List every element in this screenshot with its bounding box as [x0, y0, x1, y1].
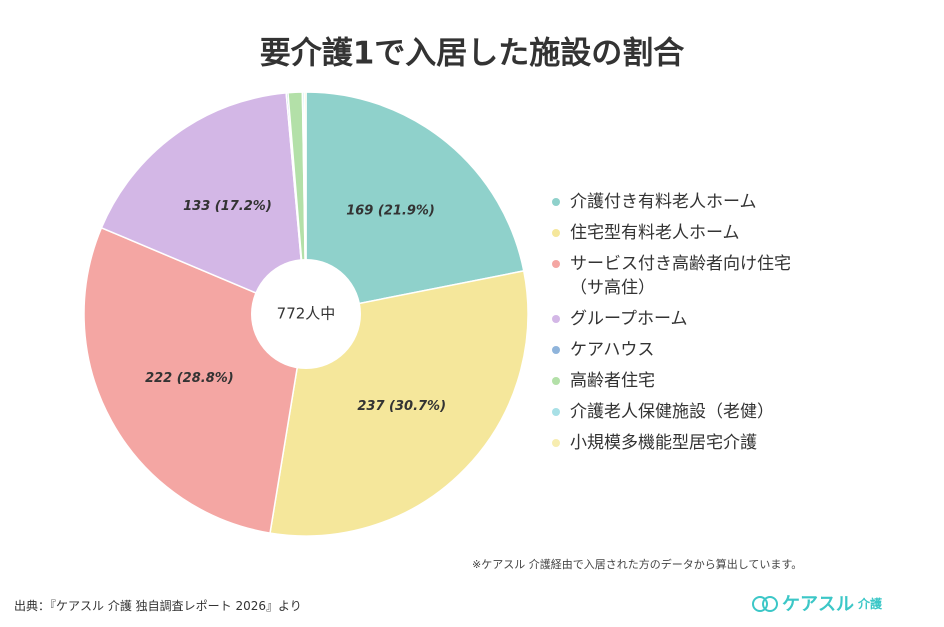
legend: 介護付き有料老人ホーム 住宅型有料老人ホームサービス付き高齢者向け住宅（サ高住） グ…: [552, 190, 814, 462]
legend-swatch: [552, 260, 560, 268]
legend-label: グループホーム: [570, 309, 688, 329]
legend-swatch: [552, 377, 560, 385]
legend-label: 高齢者住宅: [570, 371, 655, 391]
legend-label: 住宅型有料老人ホーム: [570, 223, 740, 243]
center-label: 772人中: [277, 305, 336, 323]
chart-title: 要介護1で入居した施設の割合: [260, 36, 685, 72]
legend-swatch: [552, 346, 560, 354]
legend-item: 高齢者住宅: [552, 369, 814, 393]
legend-swatch: [552, 229, 560, 237]
legend-label: 小規模多機能型居宅介護: [570, 433, 757, 453]
legend-label: 介護付き有料老人ホーム: [570, 192, 757, 212]
data-label: 237 (30.7%): [357, 399, 446, 414]
logo-icon: [752, 595, 778, 612]
logo-name: ケアスル: [782, 594, 854, 615]
logo: ケアスル 介護: [752, 590, 882, 616]
legend-item: ケアハウス: [552, 338, 814, 362]
pie-slice: [100, 92, 307, 316]
logo-sub: 介護: [858, 596, 883, 611]
legend-item: 住宅型有料老人ホーム: [552, 221, 814, 245]
legend-swatch: [552, 198, 560, 206]
legend-item: 小規模多機能型居宅介護: [552, 431, 814, 455]
legend-item: サービス付き高齢者向け住宅（サ高住）: [552, 252, 814, 300]
legend-swatch: [552, 315, 560, 323]
data-label: 222 (28.8%): [145, 371, 234, 386]
pie-slice: [303, 91, 307, 315]
source: 出典：『ケアスル 介護 独自調査レポート 2026』より: [14, 599, 302, 613]
legend-item: 介護老人保健施設（老健）: [552, 400, 814, 424]
center-hole: [251, 259, 361, 369]
pie-slice: [305, 91, 525, 315]
legend-item: 介護付き有料老人ホーム: [552, 190, 814, 214]
legend-label: ケアハウス: [570, 340, 655, 360]
legend-label: サービス付き高齢者向け住宅（サ高住）: [570, 254, 791, 298]
note: ※ケアスル 介護経由で入居された方のデータから算出しています。: [472, 558, 803, 571]
legend-swatch: [552, 439, 560, 447]
data-label: 133 (17.2%): [183, 199, 272, 214]
pie-slice: [83, 226, 307, 534]
legend-label: 介護老人保健施設（老健）: [570, 402, 774, 422]
legend-swatch: [552, 408, 560, 416]
data-label: 169 (21.9%): [346, 204, 435, 219]
legend-item: グループホーム: [552, 307, 814, 331]
